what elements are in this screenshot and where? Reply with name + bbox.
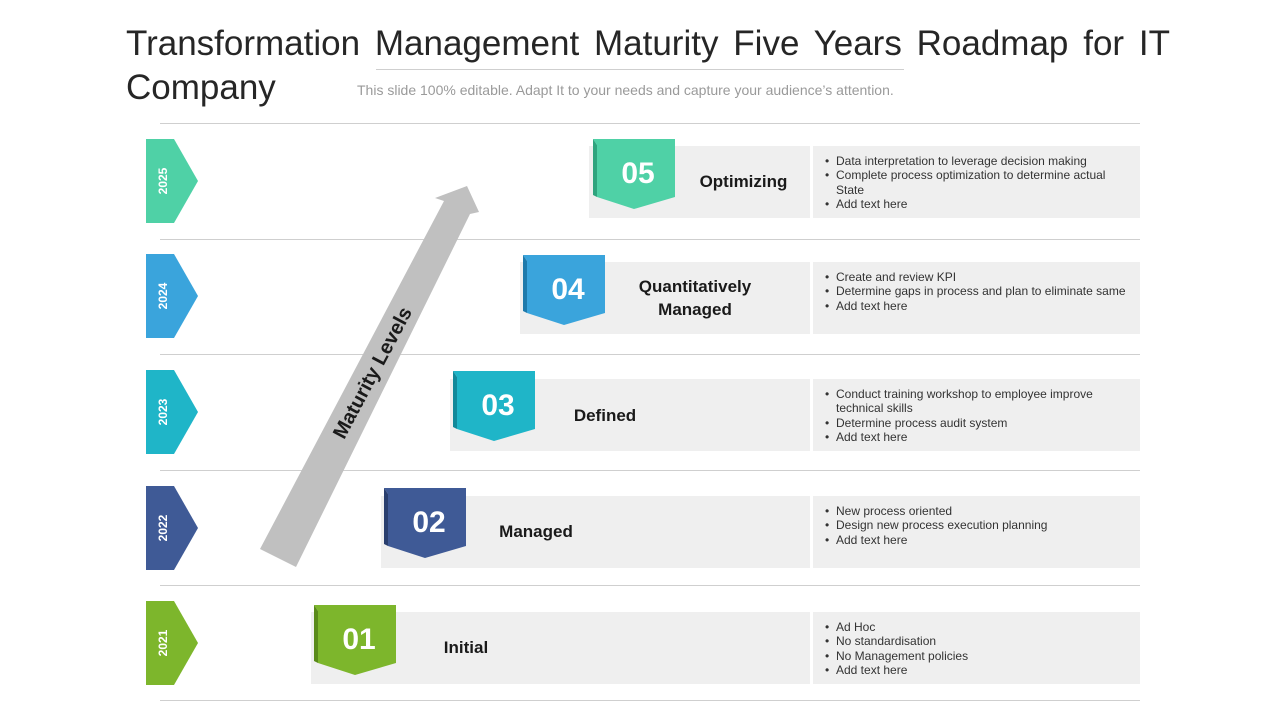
stage-badge-2: 02	[384, 488, 470, 560]
page-subtitle: This slide 100% editable. Adapt It to yo…	[357, 82, 894, 98]
year-tab-2023: 2023	[146, 370, 198, 454]
detail-item: Add text here	[825, 197, 1135, 212]
page-title: Transformation Management Maturity Five …	[126, 24, 1170, 107]
year-arrow-shape	[146, 254, 198, 338]
detail-item: Add text here	[825, 533, 1135, 548]
year-arrow-shape	[146, 486, 198, 570]
stage-name: Optimizing	[699, 172, 788, 191]
detail-item: New process oriented	[825, 504, 1135, 519]
year-label: 2024	[156, 282, 170, 310]
stage-details-1: Ad Hoc No standardisation No Management …	[813, 612, 1140, 684]
badge-shape	[314, 605, 396, 675]
row-divider	[160, 585, 1140, 586]
stage-name: Quantitatively Managed	[638, 277, 752, 319]
year-tab-2021: 2021	[146, 601, 198, 685]
stage-name: Defined	[573, 406, 637, 425]
detail-list: Data interpretation to leverage decision…	[825, 154, 1135, 211]
stage-badge-1: 01	[314, 605, 400, 677]
stage-number: 02	[412, 506, 446, 539]
year-arrow-shape	[146, 139, 198, 223]
detail-item: Determine gaps in process and plan to el…	[825, 284, 1135, 299]
detail-item: Add text here	[825, 663, 1135, 678]
detail-list: New process oriented Design new process …	[825, 504, 1135, 547]
row-divider	[160, 700, 1140, 701]
detail-item: Data interpretation to leverage decision…	[825, 154, 1135, 169]
year-label: 2023	[156, 398, 170, 426]
year-arrow-shape	[146, 370, 198, 454]
detail-item: Ad Hoc	[825, 620, 1135, 635]
year-tab-2025: 2025	[146, 139, 198, 223]
stage-badge-4: 04	[523, 255, 609, 327]
detail-item: No Management policies	[825, 649, 1135, 664]
badge-shape	[593, 139, 675, 209]
detail-item: No standardisation	[825, 634, 1135, 649]
maturity-arrow-label: Maturity Levels	[329, 303, 417, 443]
year-tab-2024: 2024	[146, 254, 198, 338]
detail-list: Ad Hoc No standardisation No Management …	[825, 620, 1135, 677]
year-tab-2022: 2022	[146, 486, 198, 570]
stage-details-3: Conduct training workshop to employee im…	[813, 379, 1140, 451]
stage-details-2: New process oriented Design new process …	[813, 496, 1140, 568]
detail-list: Conduct training workshop to employee im…	[825, 387, 1135, 444]
year-arrow-shape	[146, 601, 198, 685]
stage-number: 04	[551, 273, 585, 306]
year-label: 2022	[156, 514, 170, 542]
detail-item: Add text here	[825, 299, 1135, 314]
stage-badge-3: 03	[453, 371, 539, 443]
year-label: 2025	[156, 167, 170, 195]
stage-details-4: Create and review KPI Determine gaps in …	[813, 262, 1140, 334]
row-divider	[160, 239, 1140, 240]
row-divider	[160, 123, 1140, 124]
row-divider	[160, 470, 1140, 471]
detail-item: Conduct training workshop to employee im…	[825, 387, 1135, 416]
stage-name: Initial	[443, 638, 489, 657]
stage-number: 05	[621, 157, 655, 190]
stage-number: 03	[481, 389, 515, 422]
detail-item: Add text here	[825, 430, 1135, 445]
stage-details-5: Data interpretation to leverage decision…	[813, 146, 1140, 218]
row-divider	[160, 354, 1140, 355]
detail-item: Design new process execution planning	[825, 518, 1135, 533]
badge-shape	[523, 255, 605, 325]
detail-item: Create and review KPI	[825, 270, 1135, 285]
stage-name: Managed	[499, 522, 573, 541]
detail-item: Complete process optimization to determi…	[825, 168, 1135, 197]
stage-badge-5: 05	[593, 139, 679, 211]
year-label: 2021	[156, 629, 170, 657]
stage-number: 01	[342, 623, 376, 656]
detail-list: Create and review KPI Determine gaps in …	[825, 270, 1135, 313]
detail-item: Determine process audit system	[825, 416, 1135, 431]
title-underline	[376, 69, 904, 70]
